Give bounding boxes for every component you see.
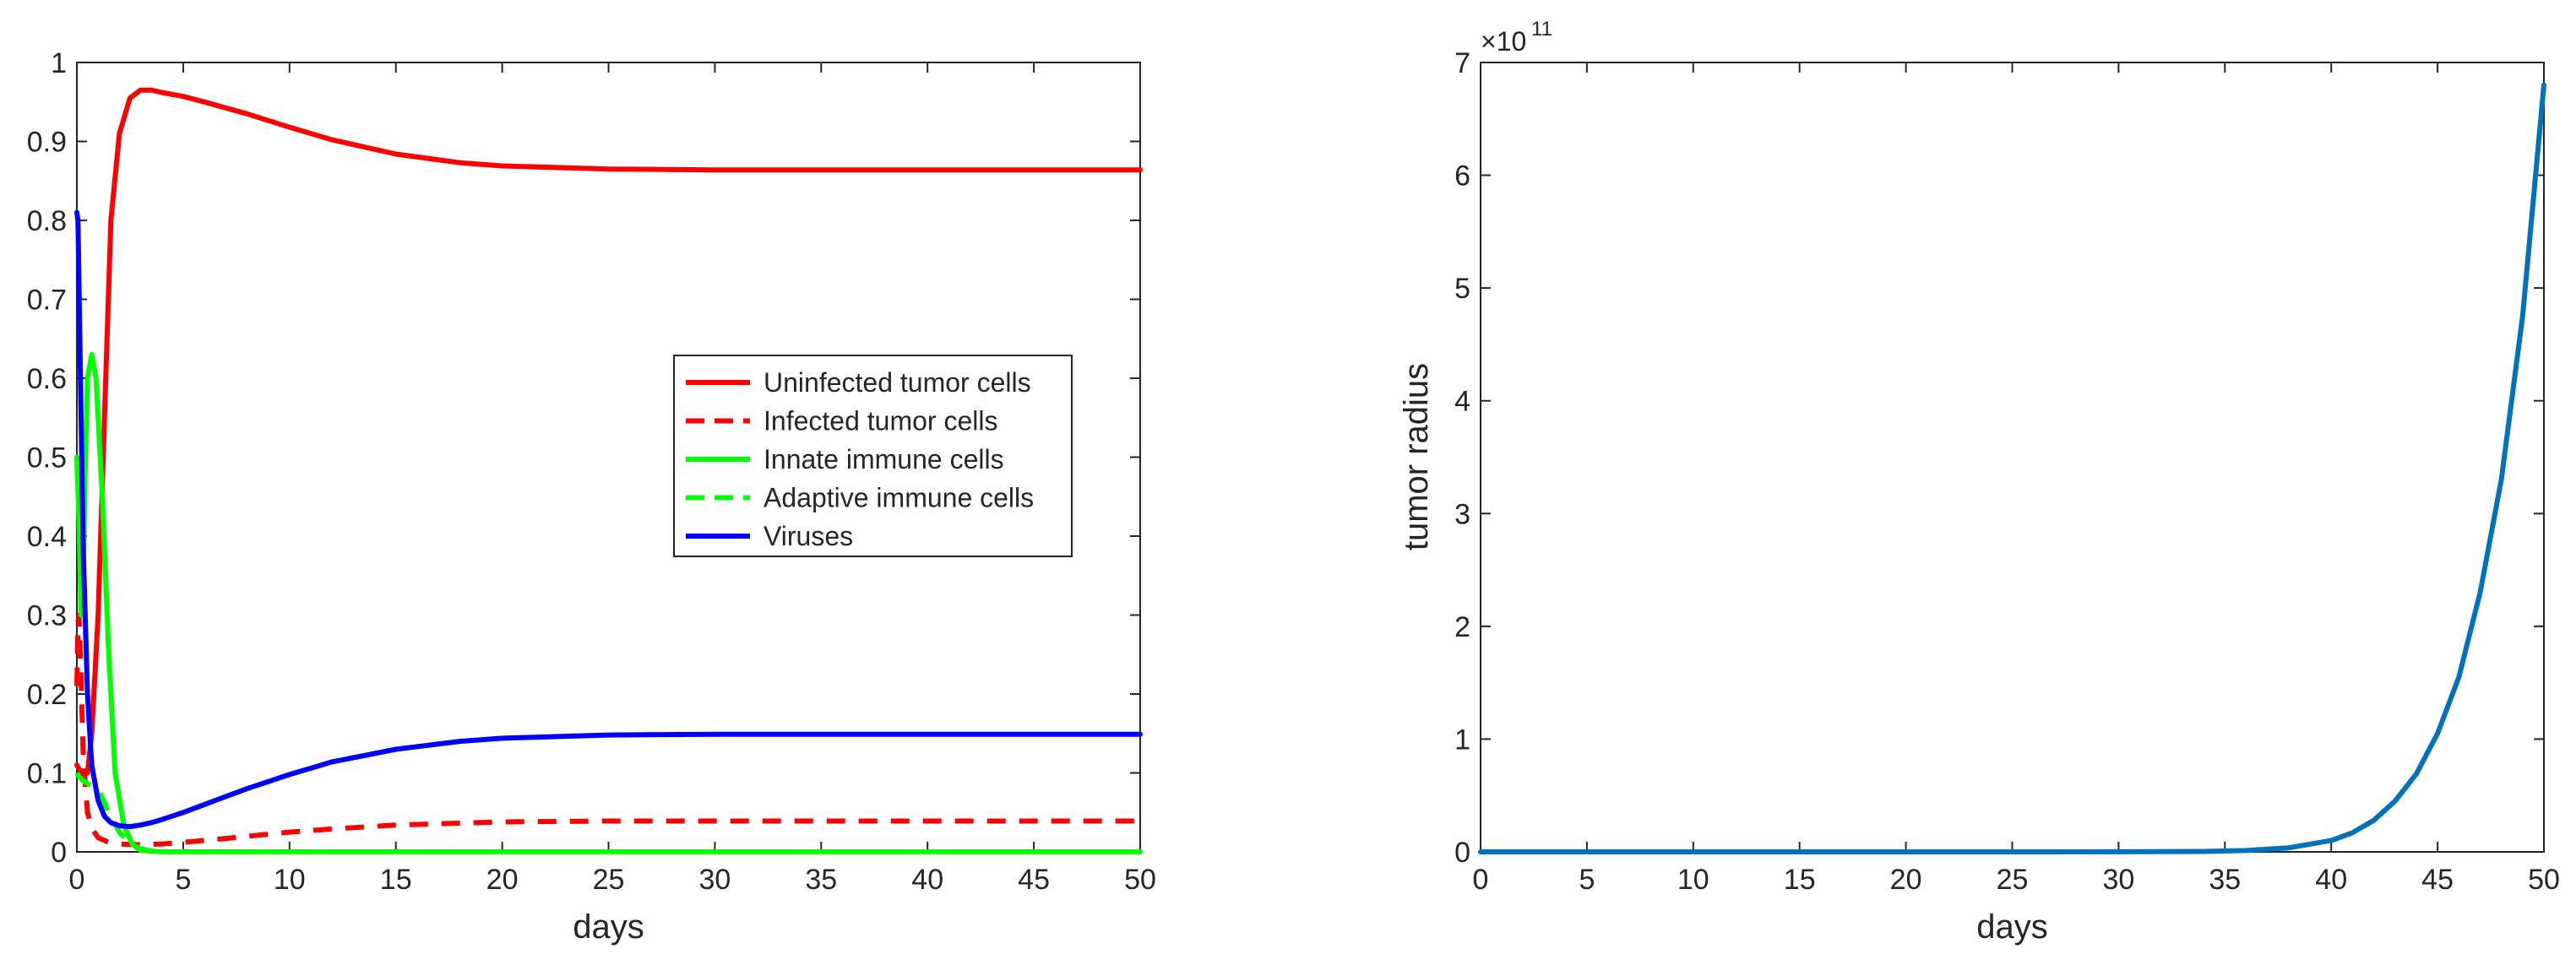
- x-tick-label: 40: [2315, 864, 2347, 896]
- legend-label: Innate immune cells: [764, 444, 1004, 474]
- x-tick-label: 15: [380, 864, 412, 896]
- y-tick-label: 3: [1454, 498, 1470, 530]
- series-line-adaptive-immune-cells: [74, 772, 1140, 854]
- y-tick-label: 4: [1454, 386, 1470, 418]
- x-tick-label: 10: [274, 864, 306, 896]
- x-tick-label: 30: [698, 864, 731, 896]
- y-tick-label: 0: [51, 837, 67, 869]
- x-tick-label: 45: [2421, 864, 2454, 896]
- legend-label: Viruses: [764, 521, 853, 551]
- y-tick-label: 0.2: [27, 679, 67, 711]
- y-tick-label: 6: [1454, 160, 1470, 192]
- y-tick-label: 0.4: [27, 521, 67, 553]
- legend-label: Infected tumor cells: [764, 406, 997, 436]
- y-tick-label: 0.8: [27, 205, 67, 237]
- x-tick-label: 35: [2209, 864, 2241, 896]
- x-tick-label: 50: [1124, 864, 1156, 896]
- y-tick-label: 0.3: [27, 600, 67, 632]
- exponent-label: ×10: [1481, 26, 1526, 57]
- x-tick-label: 40: [911, 864, 943, 896]
- x-axis-label: days: [1976, 908, 2048, 946]
- legend-box: [673, 355, 1073, 557]
- y-tick-label: 0.6: [27, 363, 67, 395]
- exponent-power: 11: [1531, 18, 1552, 41]
- x-tick-label: 15: [1784, 864, 1816, 896]
- legend: Uninfected tumor cells Infected tumor cel…: [673, 355, 1073, 557]
- x-axis-label: days: [573, 908, 644, 946]
- y-tick-label: 7: [1454, 47, 1470, 79]
- legend-label: Adaptive immune cells: [764, 483, 1034, 513]
- legend-label: Uninfected tumor cells: [764, 367, 1031, 398]
- x-tick-label: 25: [593, 864, 625, 896]
- series-line-viruses: [74, 209, 1143, 830]
- y-tick-label: 0.7: [27, 285, 67, 317]
- y-tick-label: 5: [1454, 273, 1470, 305]
- x-tick-label: 5: [1579, 864, 1595, 896]
- x-tick-label: 0: [1473, 864, 1489, 896]
- x-tick-label: 20: [1890, 864, 1922, 896]
- population-chart: 0 5 10 15 20 25 30 35 40 45 50 0 0.1 0.2 0.3 0.4 0.5 0.6 0…: [27, 47, 1156, 946]
- series-line-infected-tumor-cells: [74, 612, 1140, 848]
- x-tick-label: 25: [1997, 864, 2029, 896]
- x-tick-label: 0: [69, 864, 85, 896]
- y-tick-label: 2: [1454, 611, 1470, 643]
- x-tick-label: 35: [805, 864, 837, 896]
- y-tick-label: 0.1: [27, 758, 67, 790]
- x-tick-label: 45: [1018, 864, 1050, 896]
- x-tick-label: 50: [2528, 864, 2560, 896]
- y-axis-label: tumor radius: [1398, 363, 1435, 550]
- series-line-tumor-radius: [1478, 82, 2546, 854]
- y-tick-label: 1: [1454, 724, 1470, 756]
- x-tick-label: 30: [2102, 864, 2134, 896]
- y-tick-label: 0.5: [27, 442, 67, 474]
- y-tick-label: 0: [1454, 837, 1470, 869]
- x-tick-label: 10: [1677, 864, 1709, 896]
- x-tick-label: 5: [175, 864, 191, 896]
- series-line-uninfected-tumor-cells: [74, 87, 1143, 778]
- x-tick-label: 20: [486, 864, 519, 896]
- y-tick-label: 0.9: [27, 127, 67, 159]
- y-tick-label: 1: [51, 47, 67, 79]
